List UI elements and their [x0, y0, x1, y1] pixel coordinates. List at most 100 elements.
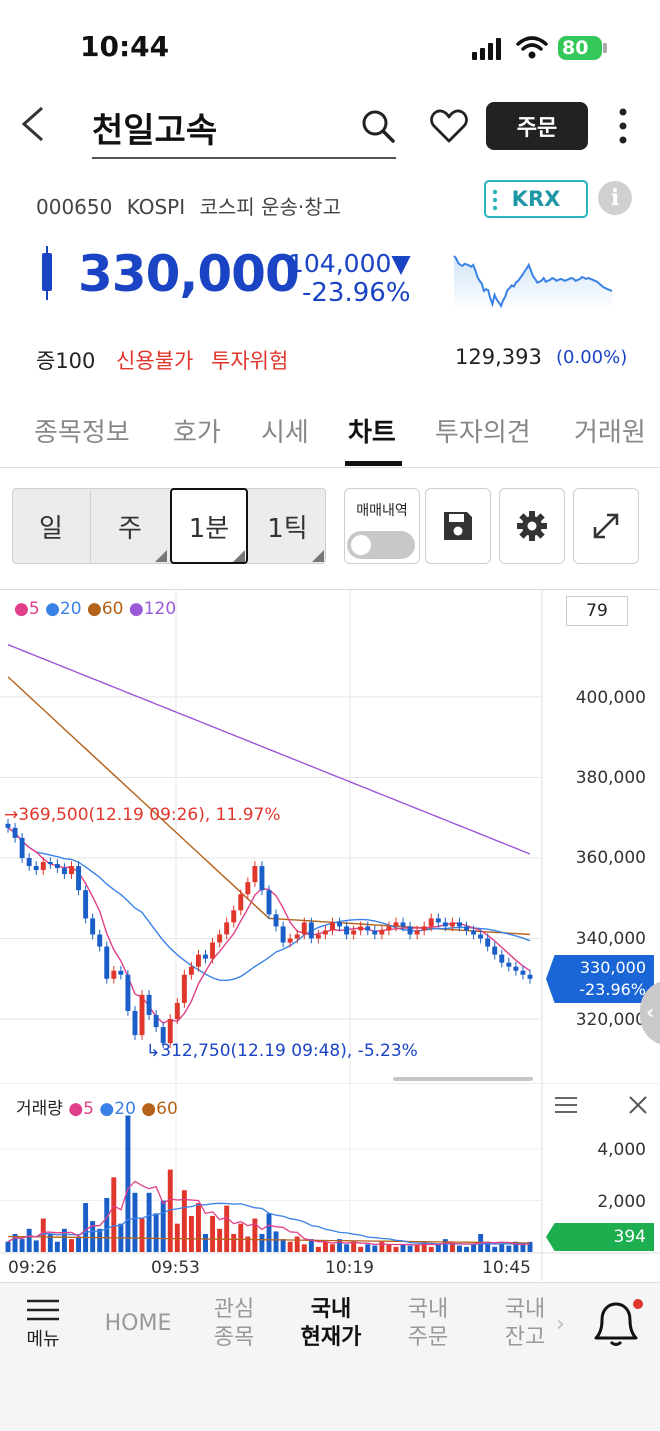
order-button[interactable]: 주문 — [486, 102, 588, 150]
nav-current-price-line2: 현재가 — [300, 1325, 362, 1350]
period-1min[interactable]: 1분 — [170, 488, 248, 564]
period-day[interactable]: 일 — [39, 513, 63, 544]
exchange-badge[interactable]: KRX — [484, 180, 588, 218]
side-panel-handle[interactable]: ‹ — [640, 980, 660, 1046]
nav-home[interactable]: HOME — [104, 1311, 172, 1336]
stock-meta: 000650 KOSPI 코스피 운송·창고 — [36, 191, 349, 220]
tab-opinion[interactable]: 투자의견 — [435, 418, 531, 448]
exchange-label: KRX — [511, 187, 561, 211]
tab-stock-info[interactable]: 종목정보 — [34, 418, 130, 448]
volume-bar — [104, 1197, 110, 1252]
vol-tick-2000: 2,000 — [597, 1192, 646, 1212]
low-annotation: ↳312,750(12.19 09:48), -5.23% — [146, 1041, 418, 1061]
candle — [245, 882, 251, 895]
close-icon[interactable] — [628, 1095, 648, 1115]
candle — [61, 868, 67, 875]
volume-bar — [393, 1246, 399, 1252]
volume-bar — [217, 1228, 223, 1252]
volume-bar — [12, 1233, 18, 1252]
back-icon[interactable] — [18, 104, 48, 144]
stock-name[interactable]: 천일고속 — [92, 111, 218, 151]
nav-domestic-order[interactable]: 국내 주문 — [396, 1296, 460, 1352]
fullscreen-button[interactable] — [573, 488, 639, 564]
y-tick-400000: 400,000 — [575, 688, 646, 708]
vol-ma20-legend-dot: ● — [99, 1099, 115, 1119]
volume-bar — [61, 1228, 67, 1252]
candle — [506, 962, 512, 967]
candle — [259, 866, 265, 891]
volume-bar — [47, 1233, 53, 1252]
x-label-1019: 10:19 — [325, 1258, 374, 1278]
volume-bar — [287, 1241, 293, 1252]
tab-chart[interactable]: 차트 — [348, 418, 396, 448]
candle — [344, 926, 350, 935]
period-count-box[interactable]: 79 — [566, 596, 628, 626]
volume-chart[interactable] — [0, 1083, 660, 1283]
volume-bar — [464, 1246, 469, 1252]
ma-legend: ●5 ●20 ●60 ●120 — [14, 599, 176, 619]
volume-bar — [76, 1236, 82, 1252]
candle — [358, 926, 364, 931]
low-annotation-text: 312,750(12.19 09:48), -5.23% — [160, 1041, 418, 1061]
period-1tick[interactable]: 1틱 — [267, 513, 308, 544]
tag-price: 330,000 — [579, 958, 646, 977]
y-tick-360000: 360,000 — [575, 848, 646, 868]
vol-tick-4000: 4,000 — [597, 1140, 646, 1160]
candle — [224, 922, 230, 935]
heart-icon[interactable] — [430, 108, 468, 144]
low-arrow-icon: ↳ — [146, 1041, 161, 1061]
nav-watchlist[interactable]: 관심 종목 — [202, 1296, 266, 1352]
margin-rate: 증100 — [36, 349, 96, 373]
price-chart[interactable] — [0, 590, 660, 1090]
chevron-right-icon[interactable]: › — [556, 1312, 565, 1337]
candle — [76, 866, 82, 891]
vol-ma60-legend-dot: ● — [141, 1099, 157, 1119]
candle — [104, 946, 110, 979]
volume-menu-icon[interactable] — [554, 1096, 578, 1114]
search-icon[interactable] — [360, 108, 396, 144]
current-price-tag: 330,000 -23.96% — [546, 955, 654, 1003]
trade-volume: 129,393 — [455, 345, 542, 369]
nav-current-price[interactable]: 국내 현재가 — [294, 1296, 368, 1352]
save-button[interactable] — [425, 488, 491, 564]
candle — [421, 926, 427, 931]
volume-bar — [40, 1218, 46, 1252]
period-1min-corner-icon — [233, 550, 245, 562]
hamburger-icon — [27, 1299, 59, 1321]
volume-bar — [273, 1231, 279, 1252]
volume-title: 거래량 — [16, 1099, 63, 1119]
period-week[interactable]: 주 — [118, 513, 142, 544]
tab-quotes[interactable]: 시세 — [261, 418, 309, 448]
info-icon[interactable]: i — [598, 181, 632, 215]
candle — [146, 994, 152, 1015]
ma120-line — [7, 644, 531, 855]
chart-settings-button[interactable] — [499, 488, 565, 564]
candle — [280, 926, 286, 943]
volume-bar — [224, 1205, 230, 1252]
volume-bar — [153, 1213, 159, 1252]
y-tick-320000: 320,000 — [575, 1010, 646, 1030]
nav-current-price-line1: 국내 — [310, 1297, 352, 1322]
volume-bar — [527, 1241, 533, 1252]
volume-bar — [372, 1245, 378, 1252]
tab-brokers[interactable]: 거래원 — [574, 418, 646, 448]
volume-bar — [294, 1236, 300, 1252]
nav-domestic-balance-line2: 잔고 — [504, 1325, 546, 1350]
title-underline — [92, 157, 396, 159]
candle — [456, 922, 462, 927]
nav-domestic-balance[interactable]: 국내 잔고 — [493, 1296, 557, 1352]
seg-divider — [90, 490, 91, 562]
volume-bar — [330, 1244, 335, 1252]
volume-bar — [471, 1244, 477, 1252]
switch-knob — [351, 535, 371, 555]
candle — [379, 930, 385, 935]
candle — [442, 922, 448, 927]
more-options-icon[interactable] — [616, 106, 630, 146]
volume-bar — [19, 1239, 25, 1252]
chart-scrollbar[interactable] — [393, 1077, 533, 1081]
stock-code: 000650 — [36, 195, 113, 219]
nav-menu[interactable]: 메뉴 — [20, 1296, 66, 1354]
tab-orderbook[interactable]: 호가 — [173, 418, 221, 448]
notification-bell-icon[interactable] — [592, 1298, 646, 1348]
candle — [471, 930, 477, 935]
